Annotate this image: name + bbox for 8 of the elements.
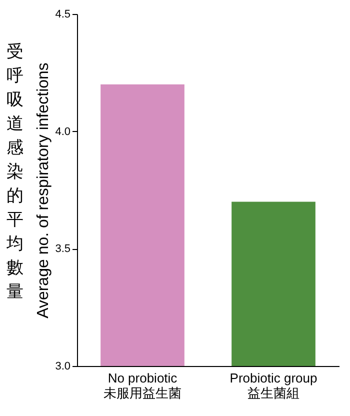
y-tick-label: 3.5 xyxy=(55,243,70,256)
x-tick-label: Probiotic group 益生菌組 xyxy=(230,370,318,400)
y-tick-label: 3.0 xyxy=(55,360,70,372)
text: 受呼吸道感染的平均數量 xyxy=(6,42,24,302)
x-tick-label: No probiotic 未服用益生菌 xyxy=(104,370,182,400)
y-tick-label: 4.0 xyxy=(55,126,70,138)
y-tick-label: 4.5 xyxy=(55,8,70,20)
y-axis-title: Average no. of respiratory infections xyxy=(35,62,52,318)
